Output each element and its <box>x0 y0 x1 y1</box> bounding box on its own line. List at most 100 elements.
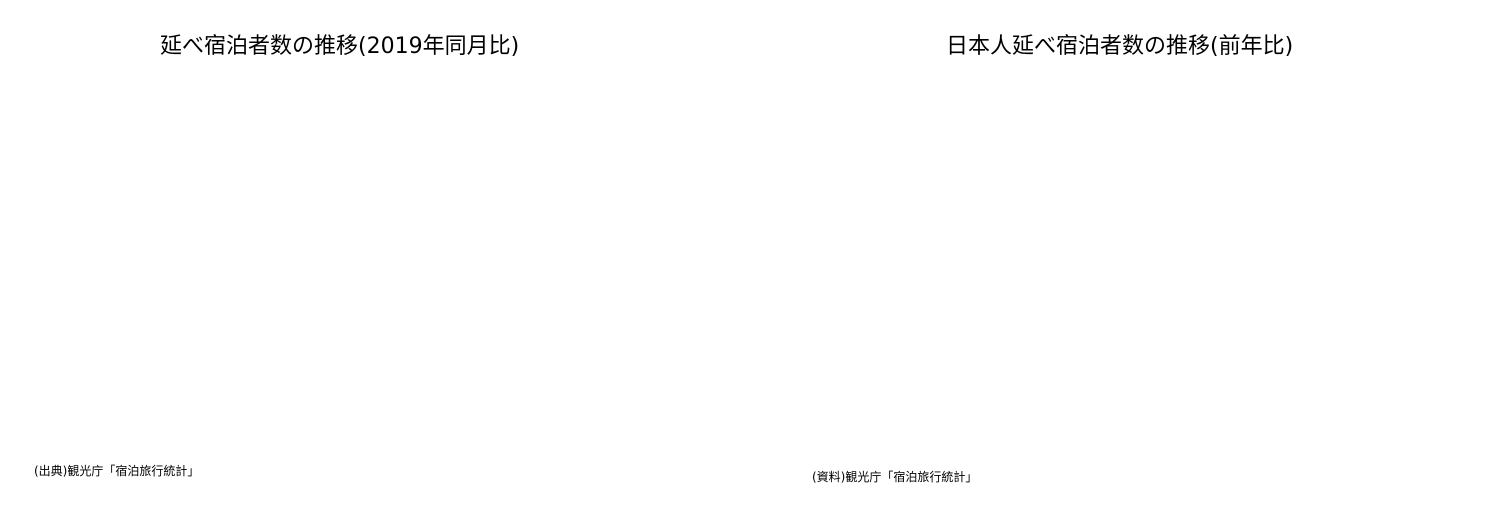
series-line <box>82 135 704 348</box>
data-point <box>433 372 442 381</box>
data-point <box>521 139 531 148</box>
data-point <box>1353 216 1362 225</box>
data-point <box>243 379 252 388</box>
plot-area-frame <box>79 67 717 389</box>
data-point <box>1247 197 1256 206</box>
data-point <box>1103 322 1112 331</box>
right-chart-panel: 日本人延べ宿泊者数の推移(前年比) 150% 100% 50% 0% -50% -100%… <box>790 0 1509 516</box>
data-point <box>572 173 581 182</box>
y-tick-label: -100% <box>823 379 862 393</box>
data-point <box>1141 84 1150 93</box>
data-point <box>698 131 709 141</box>
year-label: 2020年 <box>1024 441 1067 455</box>
data-point <box>446 367 455 377</box>
data-point <box>585 162 594 171</box>
data-point <box>167 262 176 272</box>
data-point <box>1305 215 1314 224</box>
data-point <box>103 265 114 276</box>
data-point <box>872 245 881 254</box>
data-point <box>559 148 569 157</box>
month-tick-label: 1月 <box>1448 392 1461 410</box>
data-point <box>1170 245 1179 254</box>
month-tick-label: 1月 <box>1332 392 1345 410</box>
data-point <box>1151 221 1160 230</box>
month-tick-label: 9月 <box>1178 392 1191 410</box>
data-point <box>343 236 354 246</box>
data-point <box>369 195 380 205</box>
y-tick-label: 100% <box>828 126 862 140</box>
data-point <box>281 271 290 281</box>
data-point <box>192 184 202 194</box>
month-tick-label: 7月 <box>1044 392 1057 410</box>
y-tick-label: -50% <box>831 316 862 330</box>
data-point <box>91 249 100 258</box>
year-label: 2023年 <box>1370 441 1413 455</box>
month-tick-label: 1月 <box>1217 392 1230 410</box>
month-tick-label: 5月 <box>909 392 922 410</box>
month-tick-label: 11月 <box>967 392 980 417</box>
data-point <box>610 166 619 175</box>
data-point <box>546 165 557 175</box>
data-point <box>167 377 176 386</box>
data-point <box>192 377 202 386</box>
right-chart-title: 日本人延べ宿泊者数の推移(前年比) <box>946 34 1294 59</box>
data-point <box>332 370 341 379</box>
data-point <box>1324 248 1333 257</box>
right-source-note: (資料)観光庁「宿泊旅行統計」 <box>812 470 978 484</box>
data-point <box>978 248 987 257</box>
data-point <box>496 361 505 370</box>
data-point <box>533 169 544 180</box>
data-point <box>647 137 658 148</box>
data-point <box>534 235 543 244</box>
data-point <box>597 160 608 170</box>
data-point <box>205 372 214 381</box>
data-point <box>1459 250 1468 259</box>
left-source-note: (出典)観光庁「宿泊旅行統計」 <box>34 464 200 478</box>
data-point <box>1372 240 1381 249</box>
month-tick-label: 9月 <box>1063 392 1076 410</box>
x-tick-label: 23/1 <box>525 399 552 413</box>
y-tick-label: 40% <box>48 62 72 75</box>
data-point <box>179 249 190 260</box>
data-point <box>281 379 290 388</box>
y-tick-label: 20% <box>48 108 72 121</box>
data-point <box>153 279 164 289</box>
data-point <box>1334 227 1343 236</box>
month-tick-label: 3月 <box>1005 392 1018 410</box>
data-point <box>1439 263 1448 272</box>
month-tick-label: 5月 <box>1140 392 1153 410</box>
data-point <box>306 221 316 230</box>
data-point <box>911 237 920 246</box>
data-point <box>648 141 657 150</box>
data-point <box>357 180 366 189</box>
data-point <box>1218 174 1227 183</box>
year-label: 2019年 <box>908 441 951 455</box>
left-chart-title: 延べ宿泊者数の推移(2019年同月比) <box>160 34 520 59</box>
data-point <box>128 341 139 351</box>
month-tick-label: 7月 <box>1159 392 1172 410</box>
data-point <box>1161 220 1170 229</box>
data-point <box>381 229 392 239</box>
data-point <box>331 275 342 285</box>
y-tick-label: 50% <box>835 189 862 203</box>
series-japanese <box>78 136 708 345</box>
data-point <box>930 245 939 254</box>
data-point <box>457 206 468 216</box>
data-point <box>471 184 480 194</box>
series-line <box>81 80 729 385</box>
data-point <box>483 166 493 176</box>
data-point <box>635 152 645 162</box>
data-point <box>1093 283 1102 292</box>
data-point <box>420 191 430 201</box>
left-chart-svg: 40% 20% 0% -20% -40% -60% -80% -100% 20/1 21/1 22/… <box>37 62 733 451</box>
legend-label: 外国人延べ宿泊者数 <box>350 430 467 446</box>
data-point <box>306 377 315 386</box>
data-point <box>534 155 543 164</box>
data-point <box>1228 218 1237 227</box>
month-tick-label: 11月 <box>1082 392 1095 417</box>
data-point <box>585 191 594 201</box>
data-point <box>1045 311 1054 320</box>
data-point <box>1026 355 1035 364</box>
data-point <box>394 259 405 269</box>
month-tick-label: 9月 <box>948 392 961 410</box>
